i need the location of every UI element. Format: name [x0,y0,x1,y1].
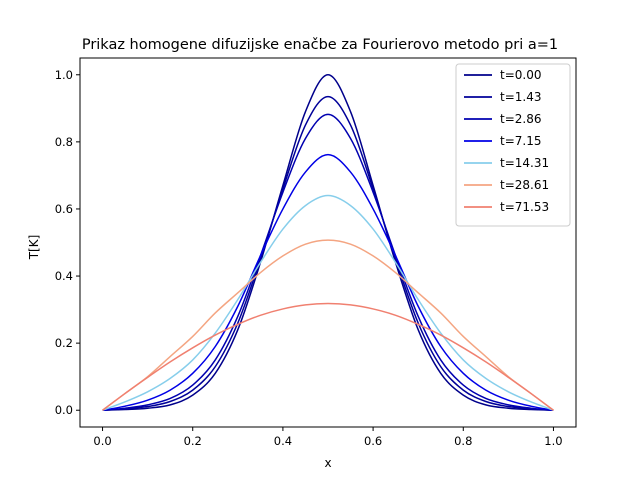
legend-label: t=2.86 [500,112,541,126]
plot-area: 0.0 0.2 0.4 0.6 0.8 1.0 0.0 0.2 0.4 0.6 0.8 1.0 [55,57,577,448]
legend-label: t=7.15 [500,134,541,148]
y-tick-label: 1.0 [55,68,73,82]
legend: t=0.00 t=1.43 t=2.86 t=7.15 t=14.31 t=28.61 t=… [455,63,571,227]
legend-label: t=28.61 [500,178,549,192]
y-tick-label: 0.8 [55,135,73,149]
y-tick-label: 0.4 [55,269,73,283]
x-tick-label: 0.0 [93,434,111,448]
plot-frame [79,57,577,428]
x-tick-label: 0.6 [364,434,382,448]
legend-entry: t=71.53 [464,200,549,214]
series-line-2 [102,113,554,411]
x-axis-label: x [324,456,331,470]
series-line-0 [102,74,554,411]
x-axis-ticks: 0.0 0.2 0.4 0.6 0.8 1.0 [93,427,563,448]
series-lines [102,74,554,411]
series-line-4 [102,194,554,411]
y-tick-label: 0.6 [55,202,73,216]
y-axis-label: T[K] [27,235,41,261]
legend-label: t=0.00 [500,68,541,82]
legend-label: t=71.53 [500,200,549,214]
x-tick-label: 0.2 [184,434,202,448]
y-tick-label: 0.0 [55,403,73,417]
legend-entry: t=0.00 [464,68,541,82]
x-tick-label: 0.8 [454,434,472,448]
chart-title: Prikaz homogene difuzijske enačbe za Fou… [82,37,558,53]
series-line-5 [102,239,554,411]
legend-entry: t=7.15 [464,134,541,148]
series-line-1 [102,95,554,411]
series-line-6 [102,302,554,411]
legend-entry: t=28.61 [464,178,549,192]
x-tick-label: 1.0 [544,434,562,448]
legend-label: t=1.43 [500,90,541,104]
legend-entry: t=1.43 [464,90,541,104]
y-tick-label: 0.2 [55,336,73,350]
y-axis-ticks: 0.0 0.2 0.4 0.6 0.8 1.0 [55,68,80,417]
legend-label: t=14.31 [500,156,549,170]
series-line-3 [102,153,554,411]
x-tick-label: 0.4 [274,434,292,448]
legend-entry: t=14.31 [464,156,549,170]
legend-entry: t=2.86 [464,112,541,126]
